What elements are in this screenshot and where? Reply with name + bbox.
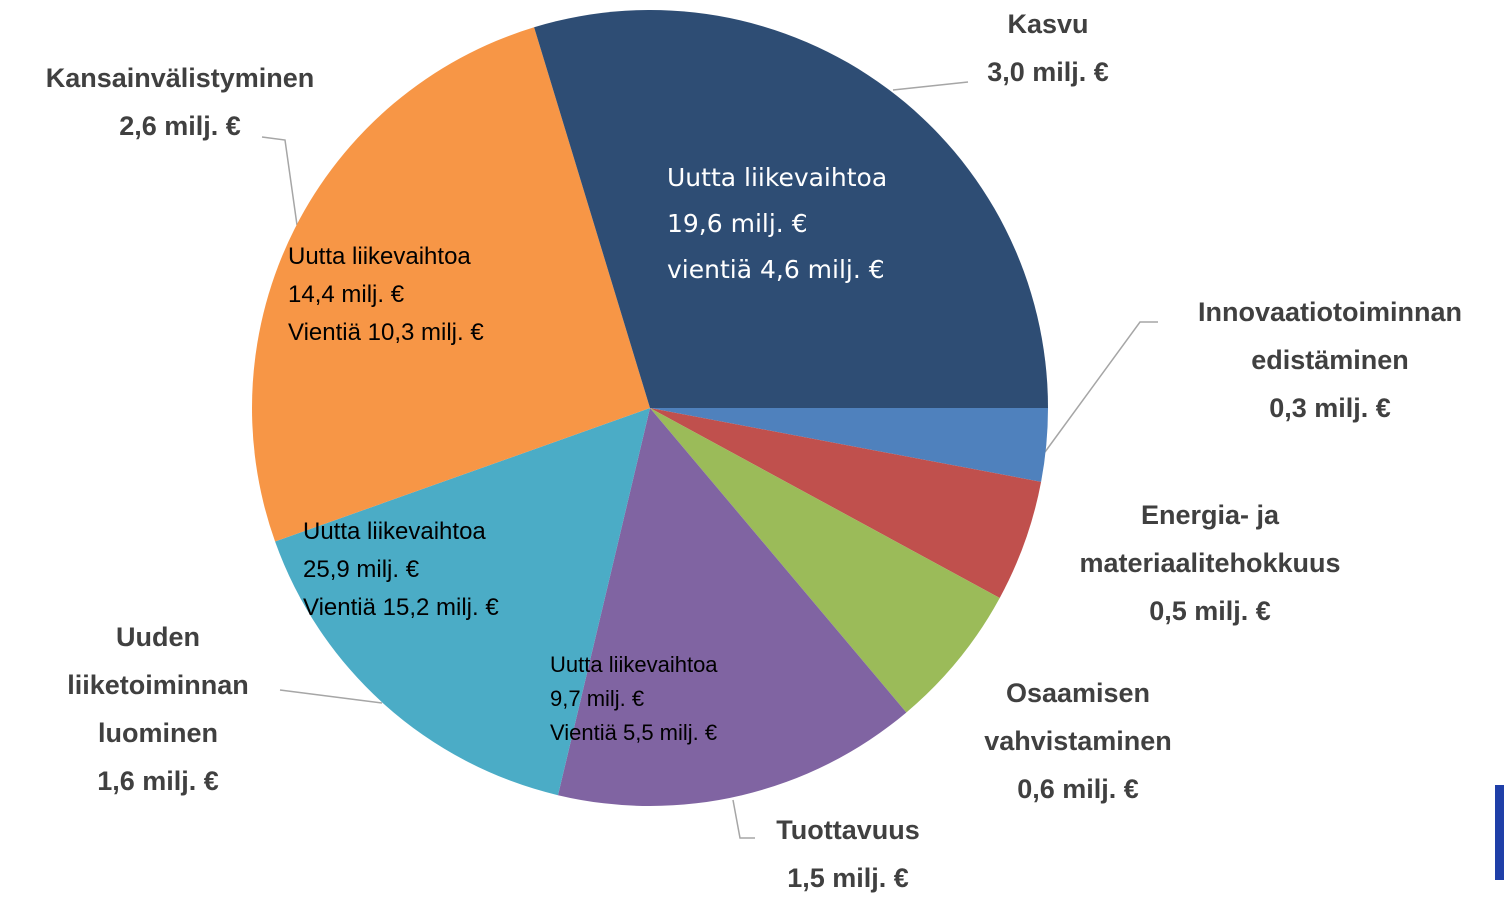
category-name: Uuden liiketoiminnan luominen	[67, 622, 249, 748]
category-name: Osaamisen vahvistaminen	[984, 678, 1172, 756]
pie-slice	[650, 408, 1048, 482]
value-label: 0,3 milj. €	[1269, 393, 1391, 423]
annotation: Uutta liikevaihtoa 14,4 milj. € Vientiä …	[288, 243, 484, 346]
slice-label: Osaamisen vahvistaminen 0,6 milj. €	[984, 669, 1172, 813]
leader-line	[261, 136, 298, 226]
slice-label: Kasvu 3,0 milj. €	[987, 0, 1109, 96]
pie-slice	[251, 27, 650, 542]
leader-line	[1044, 321, 1158, 453]
value-label: 1,5 milj. €	[787, 863, 909, 893]
annotation: Uutta liikevaihtoa 25,9 milj. € Vientiä …	[303, 518, 499, 621]
leader-line	[892, 81, 969, 91]
slice-label: Uuden liiketoiminnan luominen 1,6 milj. €	[67, 613, 249, 805]
annotation: Uutta liikevaihtoa 9,7 milj. € Vientiä 5…	[550, 652, 718, 745]
value-label: 1,6 milj. €	[97, 766, 219, 796]
category-name: Innovaatiotoiminnan edistäminen	[1197, 297, 1463, 375]
value-label: 3,0 milj. €	[987, 57, 1109, 87]
pie-slice	[275, 408, 650, 796]
slice-label: Kansainvälistyminen 2,6 milj. €	[46, 54, 315, 150]
value-label: 2,6 milj. €	[119, 111, 241, 141]
category-name: Kasvu	[1007, 9, 1089, 39]
annotation: Uutta liikevaihtoa 19,6 milj. € vientiä …	[667, 163, 888, 284]
pie-slice	[534, 10, 1048, 409]
slice-label: Tuottavuus 1,5 milj. €	[776, 806, 920, 902]
value-label: 0,5 milj. €	[1149, 596, 1271, 626]
value-label: 0,6 milj. €	[1017, 774, 1139, 804]
category-name: Tuottavuus	[776, 815, 920, 845]
category-name: Energia- ja materiaalitehokkuus	[1079, 500, 1341, 578]
pie-slice	[650, 408, 1000, 713]
leader-lines	[261, 81, 1158, 839]
pie-slice	[650, 408, 1042, 598]
slice-label: Energia- ja materiaalitehokkuus 0,5 milj.…	[1079, 491, 1340, 635]
edge-decoration	[1495, 785, 1504, 880]
slice-label: Innovaatiotoiminnan edistäminen 0,3 milj.…	[1198, 288, 1462, 432]
leader-line	[732, 799, 755, 839]
leader-line	[279, 689, 383, 704]
category-name: Kansainvälistyminen	[45, 63, 315, 93]
pie-slice	[557, 408, 907, 807]
